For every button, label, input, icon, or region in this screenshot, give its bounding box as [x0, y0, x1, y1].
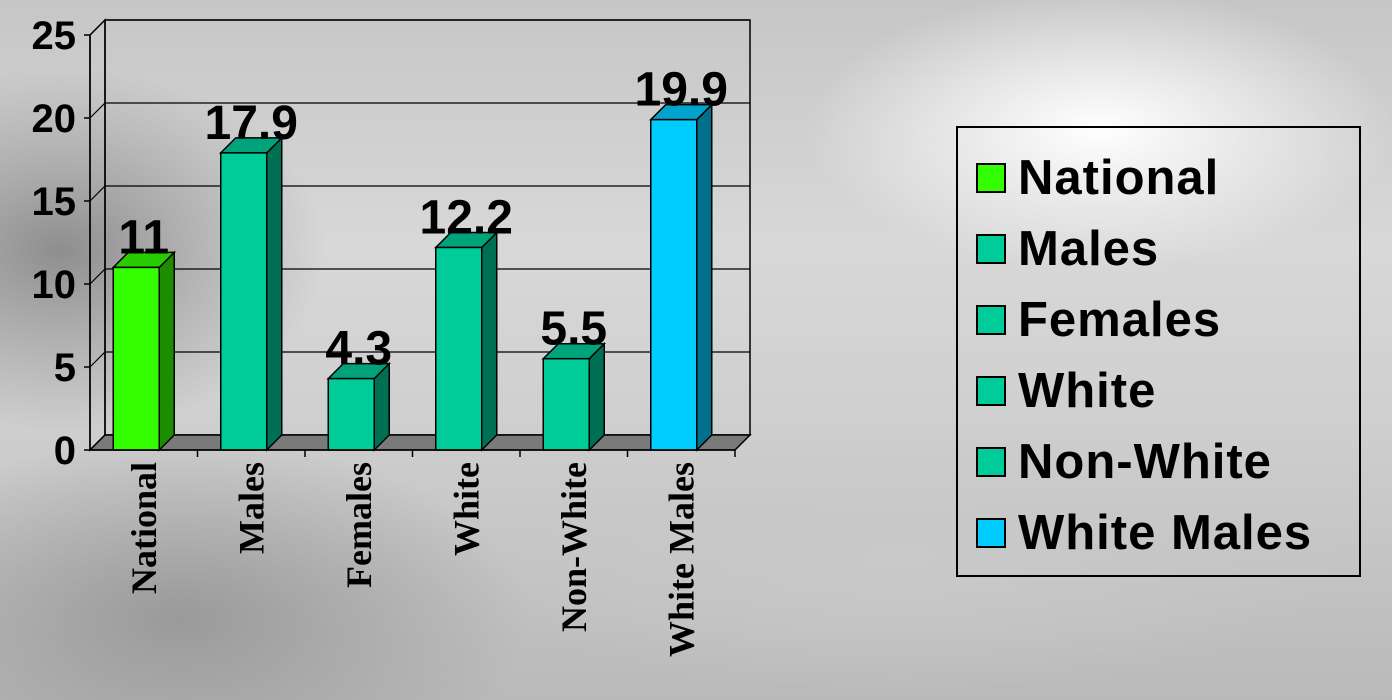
- y-tick-label: 25: [32, 14, 77, 58]
- y-tick-label: 20: [32, 97, 77, 141]
- bar-side: [696, 102, 713, 452]
- legend-item-white-males: White Males: [976, 497, 1359, 568]
- gridline: [89, 102, 750, 119]
- bar-white-males: [648, 102, 714, 452]
- bars: [111, 102, 714, 452]
- left-wall: [89, 18, 106, 452]
- value-label: 19.9: [635, 64, 728, 117]
- y-axis-ticks: 0 5 10 15 20 25: [32, 14, 91, 473]
- bar-side: [158, 250, 175, 452]
- legend-item-females: Females: [976, 284, 1359, 355]
- value-label: 12.2: [420, 191, 513, 244]
- y-tick-label: 0: [54, 429, 76, 473]
- bar-front: [220, 152, 268, 451]
- x-tick-label: Males: [231, 462, 271, 554]
- bar-side: [588, 341, 605, 452]
- legend: National Males Females White Non-White W…: [956, 126, 1361, 577]
- gridline: [89, 185, 750, 202]
- x-tick-label: White: [446, 462, 486, 556]
- legend-swatch: [976, 517, 1006, 548]
- legend-swatch: [976, 233, 1006, 264]
- bar-males: [218, 136, 284, 452]
- bar-front: [650, 118, 698, 451]
- legend-item-national: National: [976, 142, 1359, 213]
- legend-swatch: [976, 162, 1006, 193]
- legend-swatch: [976, 446, 1006, 477]
- bar-front: [435, 246, 483, 451]
- y-tick-label: 10: [32, 263, 77, 307]
- gridline: [89, 268, 750, 285]
- y-tick-label: 15: [32, 180, 77, 224]
- bar-front: [112, 266, 160, 451]
- bar-side: [481, 230, 498, 452]
- legend-label: White Males: [1018, 505, 1313, 560]
- bar-females: [326, 361, 392, 452]
- x-tick-label: White Males: [661, 462, 701, 657]
- x-tick-label: Non-White: [554, 462, 594, 632]
- legend-item-males: Males: [976, 213, 1359, 284]
- value-labels: 11 17.9 4.3 12.2 5.5 19.9: [118, 64, 728, 376]
- bar-front: [542, 357, 590, 451]
- x-tick-label: National: [124, 462, 164, 594]
- value-label: 11: [118, 211, 169, 264]
- legend-label: Females: [1018, 292, 1222, 347]
- legend-label: National: [1018, 150, 1220, 205]
- value-label: 4.3: [325, 323, 392, 376]
- value-label: 17.9: [205, 97, 298, 150]
- bar-national: [111, 250, 177, 452]
- legend-label: Non-White: [1018, 434, 1272, 489]
- bar-white: [433, 230, 499, 452]
- bar-front: [327, 377, 375, 451]
- gridline: [89, 19, 750, 36]
- gridline: [89, 351, 750, 368]
- legend-swatch: [976, 375, 1006, 406]
- bar-non-white: [541, 341, 607, 452]
- bar-side: [266, 136, 283, 452]
- legend-item-non-white: Non-White: [976, 426, 1359, 497]
- legend-swatch: [976, 304, 1006, 335]
- legend-label: Males: [1018, 221, 1160, 276]
- y-tick-label: 5: [54, 346, 76, 390]
- x-axis-ticks: National Males Females White Non-White White …: [90, 449, 736, 657]
- legend-item-white: White: [976, 355, 1359, 426]
- x-tick-label: Females: [339, 462, 379, 588]
- legend-label: White: [1018, 363, 1157, 418]
- value-label: 5.5: [540, 303, 607, 356]
